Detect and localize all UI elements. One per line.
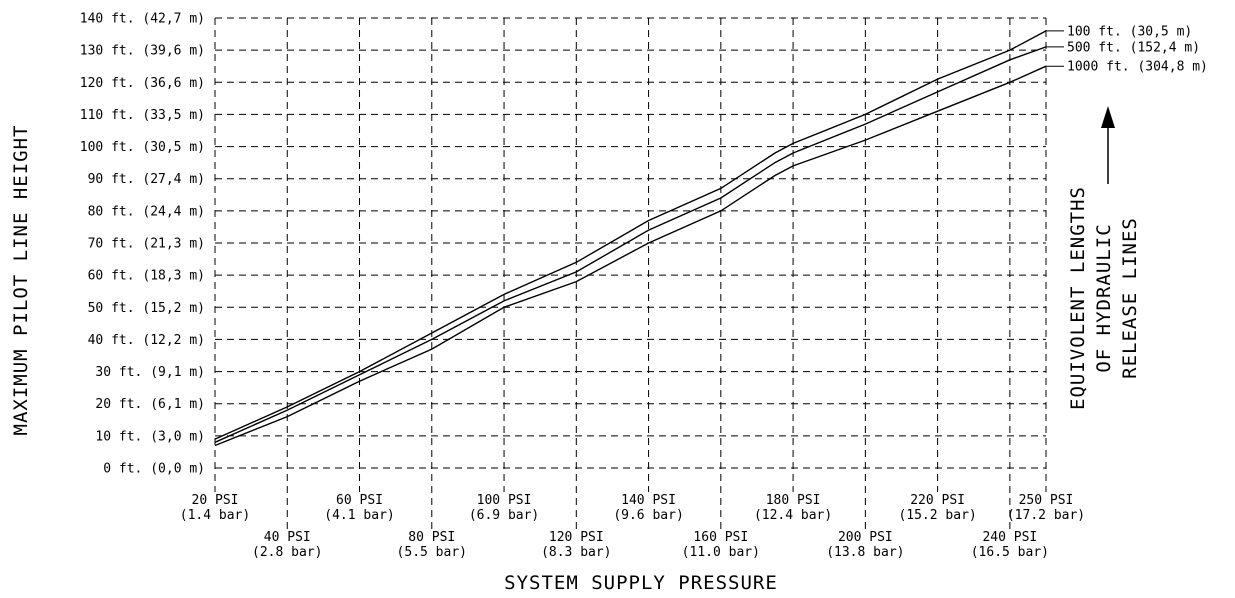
x-tick-label: 180 PSI — [766, 493, 821, 508]
y-tick-label: 20 ft. (6,1 m) — [95, 397, 205, 412]
chart-series — [214, 30, 1047, 447]
x-tick-label: 240 PSI — [982, 530, 1037, 545]
y-axis-title: MAXIMUM PILOT LINE HEIGHT — [10, 125, 32, 436]
x-tick-sublabel: (11.0 bar) — [682, 545, 760, 560]
series-line — [214, 46, 1047, 443]
legend-label: 1000 ft. (304,8 m) — [1067, 60, 1208, 75]
chart-grid — [214, 17, 1047, 530]
x-tick-sublabel: (8.3 bar) — [541, 545, 611, 560]
legend-title-line-3: RELEASE LINES — [1119, 217, 1141, 379]
y-tick-label: 30 ft. (9,1 m) — [95, 365, 205, 380]
y-tick-label: 90 ft. (27,4 m) — [88, 172, 205, 187]
x-tick-sublabel: (13.8 bar) — [826, 545, 904, 560]
x-tick-sublabel: (12.4 bar) — [754, 508, 832, 523]
x-tick-sublabel: (9.6 bar) — [613, 508, 683, 523]
x-tick-label: 20 PSI — [192, 493, 239, 508]
y-tick-label: 40 ft. (12,2 m) — [88, 333, 205, 348]
y-tick-label: 130 ft. (39,6 m) — [80, 44, 205, 59]
x-tick-sublabel: (5.5 bar) — [397, 545, 467, 560]
x-axis-title: SYSTEM SUPPLY PRESSURE — [504, 572, 778, 594]
x-tick-sublabel: (2.8 bar) — [252, 545, 322, 560]
x-tick-label: 40 PSI — [264, 530, 311, 545]
y-tick-label: 60 ft. (18,3 m) — [88, 269, 205, 284]
x-tick-label: 140 PSI — [621, 493, 676, 508]
legend-title: EQUIVOLENT LENGTHS OF HYDRAULIC RELEASE … — [1067, 186, 1141, 410]
legend-title-line-2: OF HYDRAULIC — [1093, 223, 1115, 372]
x-tick-sublabel: (17.2 bar) — [1007, 508, 1085, 523]
y-axis-ticks: 0 ft. (0,0 m) 10 ft. (3,0 m) 20 ft. (6,1 m… — [80, 12, 205, 477]
y-tick-label: 140 ft. (42,7 m) — [80, 12, 205, 27]
x-tick-sublabel: (1.4 bar) — [180, 508, 250, 523]
y-tick-label: 70 ft. (21,3 m) — [88, 237, 205, 252]
series-line — [214, 65, 1047, 447]
legend-label: 500 ft. (152,4 m) — [1067, 40, 1200, 55]
y-tick-label: 110 ft. (33,5 m) — [80, 108, 205, 123]
y-tick-label: 120 ft. (36,6 m) — [80, 76, 205, 91]
legend-title-line-1: EQUIVOLENT LENGTHS — [1067, 186, 1089, 410]
legend-label: 100 ft. (30,5 m) — [1067, 24, 1192, 39]
x-tick-label: 120 PSI — [549, 530, 604, 545]
x-tick-label: 160 PSI — [693, 530, 748, 545]
x-tick-label: 100 PSI — [477, 493, 532, 508]
y-tick-label: 100 ft. (30,5 m) — [80, 140, 205, 155]
y-tick-label: 80 ft. (24,4 m) — [88, 204, 205, 219]
x-tick-label: 250 PSI — [1019, 493, 1074, 508]
x-tick-sublabel: (6.9 bar) — [469, 508, 539, 523]
y-tick-label: 0 ft. (0,0 m) — [103, 462, 205, 477]
x-tick-label: 60 PSI — [336, 493, 383, 508]
x-tick-sublabel: (4.1 bar) — [324, 508, 394, 523]
series-legend: 100 ft. (30,5 m)500 ft. (152,4 m) 1000 ft… — [1046, 24, 1208, 75]
x-tick-sublabel: (16.5 bar) — [971, 545, 1049, 560]
x-tick-label: 80 PSI — [408, 530, 455, 545]
x-tick-label: 220 PSI — [910, 493, 965, 508]
legend-arrow-icon — [1101, 106, 1115, 184]
y-tick-label: 50 ft. (15,2 m) — [88, 301, 205, 316]
x-axis-ticks: 20 PSI(1.4 bar) 40 PSI(2.8 bar) 60 PSI(4.1… — [180, 493, 1085, 560]
x-tick-sublabel: (15.2 bar) — [898, 508, 976, 523]
x-tick-label: 200 PSI — [838, 530, 893, 545]
series-line — [214, 30, 1047, 440]
y-tick-label: 10 ft. (3,0 m) — [95, 429, 205, 444]
